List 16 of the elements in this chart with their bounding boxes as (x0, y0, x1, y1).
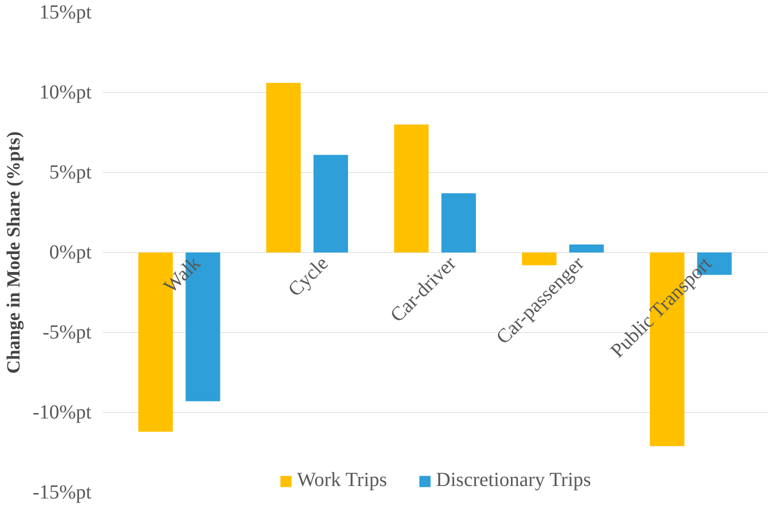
y-axis-title: Change in Mode Share (%pts) (4, 131, 25, 374)
bar (394, 124, 429, 252)
y-tick-label: -10%pt (32, 402, 92, 424)
x-tick-label: Walk (160, 252, 205, 298)
bar (569, 244, 604, 252)
bar (266, 82, 301, 252)
y-tick-label: 5%pt (49, 162, 92, 184)
y-tick-label: -5%pt (42, 322, 92, 344)
y-tick-label: 10%pt (39, 82, 92, 104)
bar (314, 154, 348, 252)
y-tick-label: -15%pt (32, 482, 92, 504)
y-tick-label: 15%pt (39, 2, 92, 24)
y-tick-label: 0%pt (49, 242, 92, 264)
legend-label: Discretionary Trips (436, 469, 592, 492)
legend-label: Work Trips (296, 469, 388, 492)
bar (441, 193, 476, 252)
